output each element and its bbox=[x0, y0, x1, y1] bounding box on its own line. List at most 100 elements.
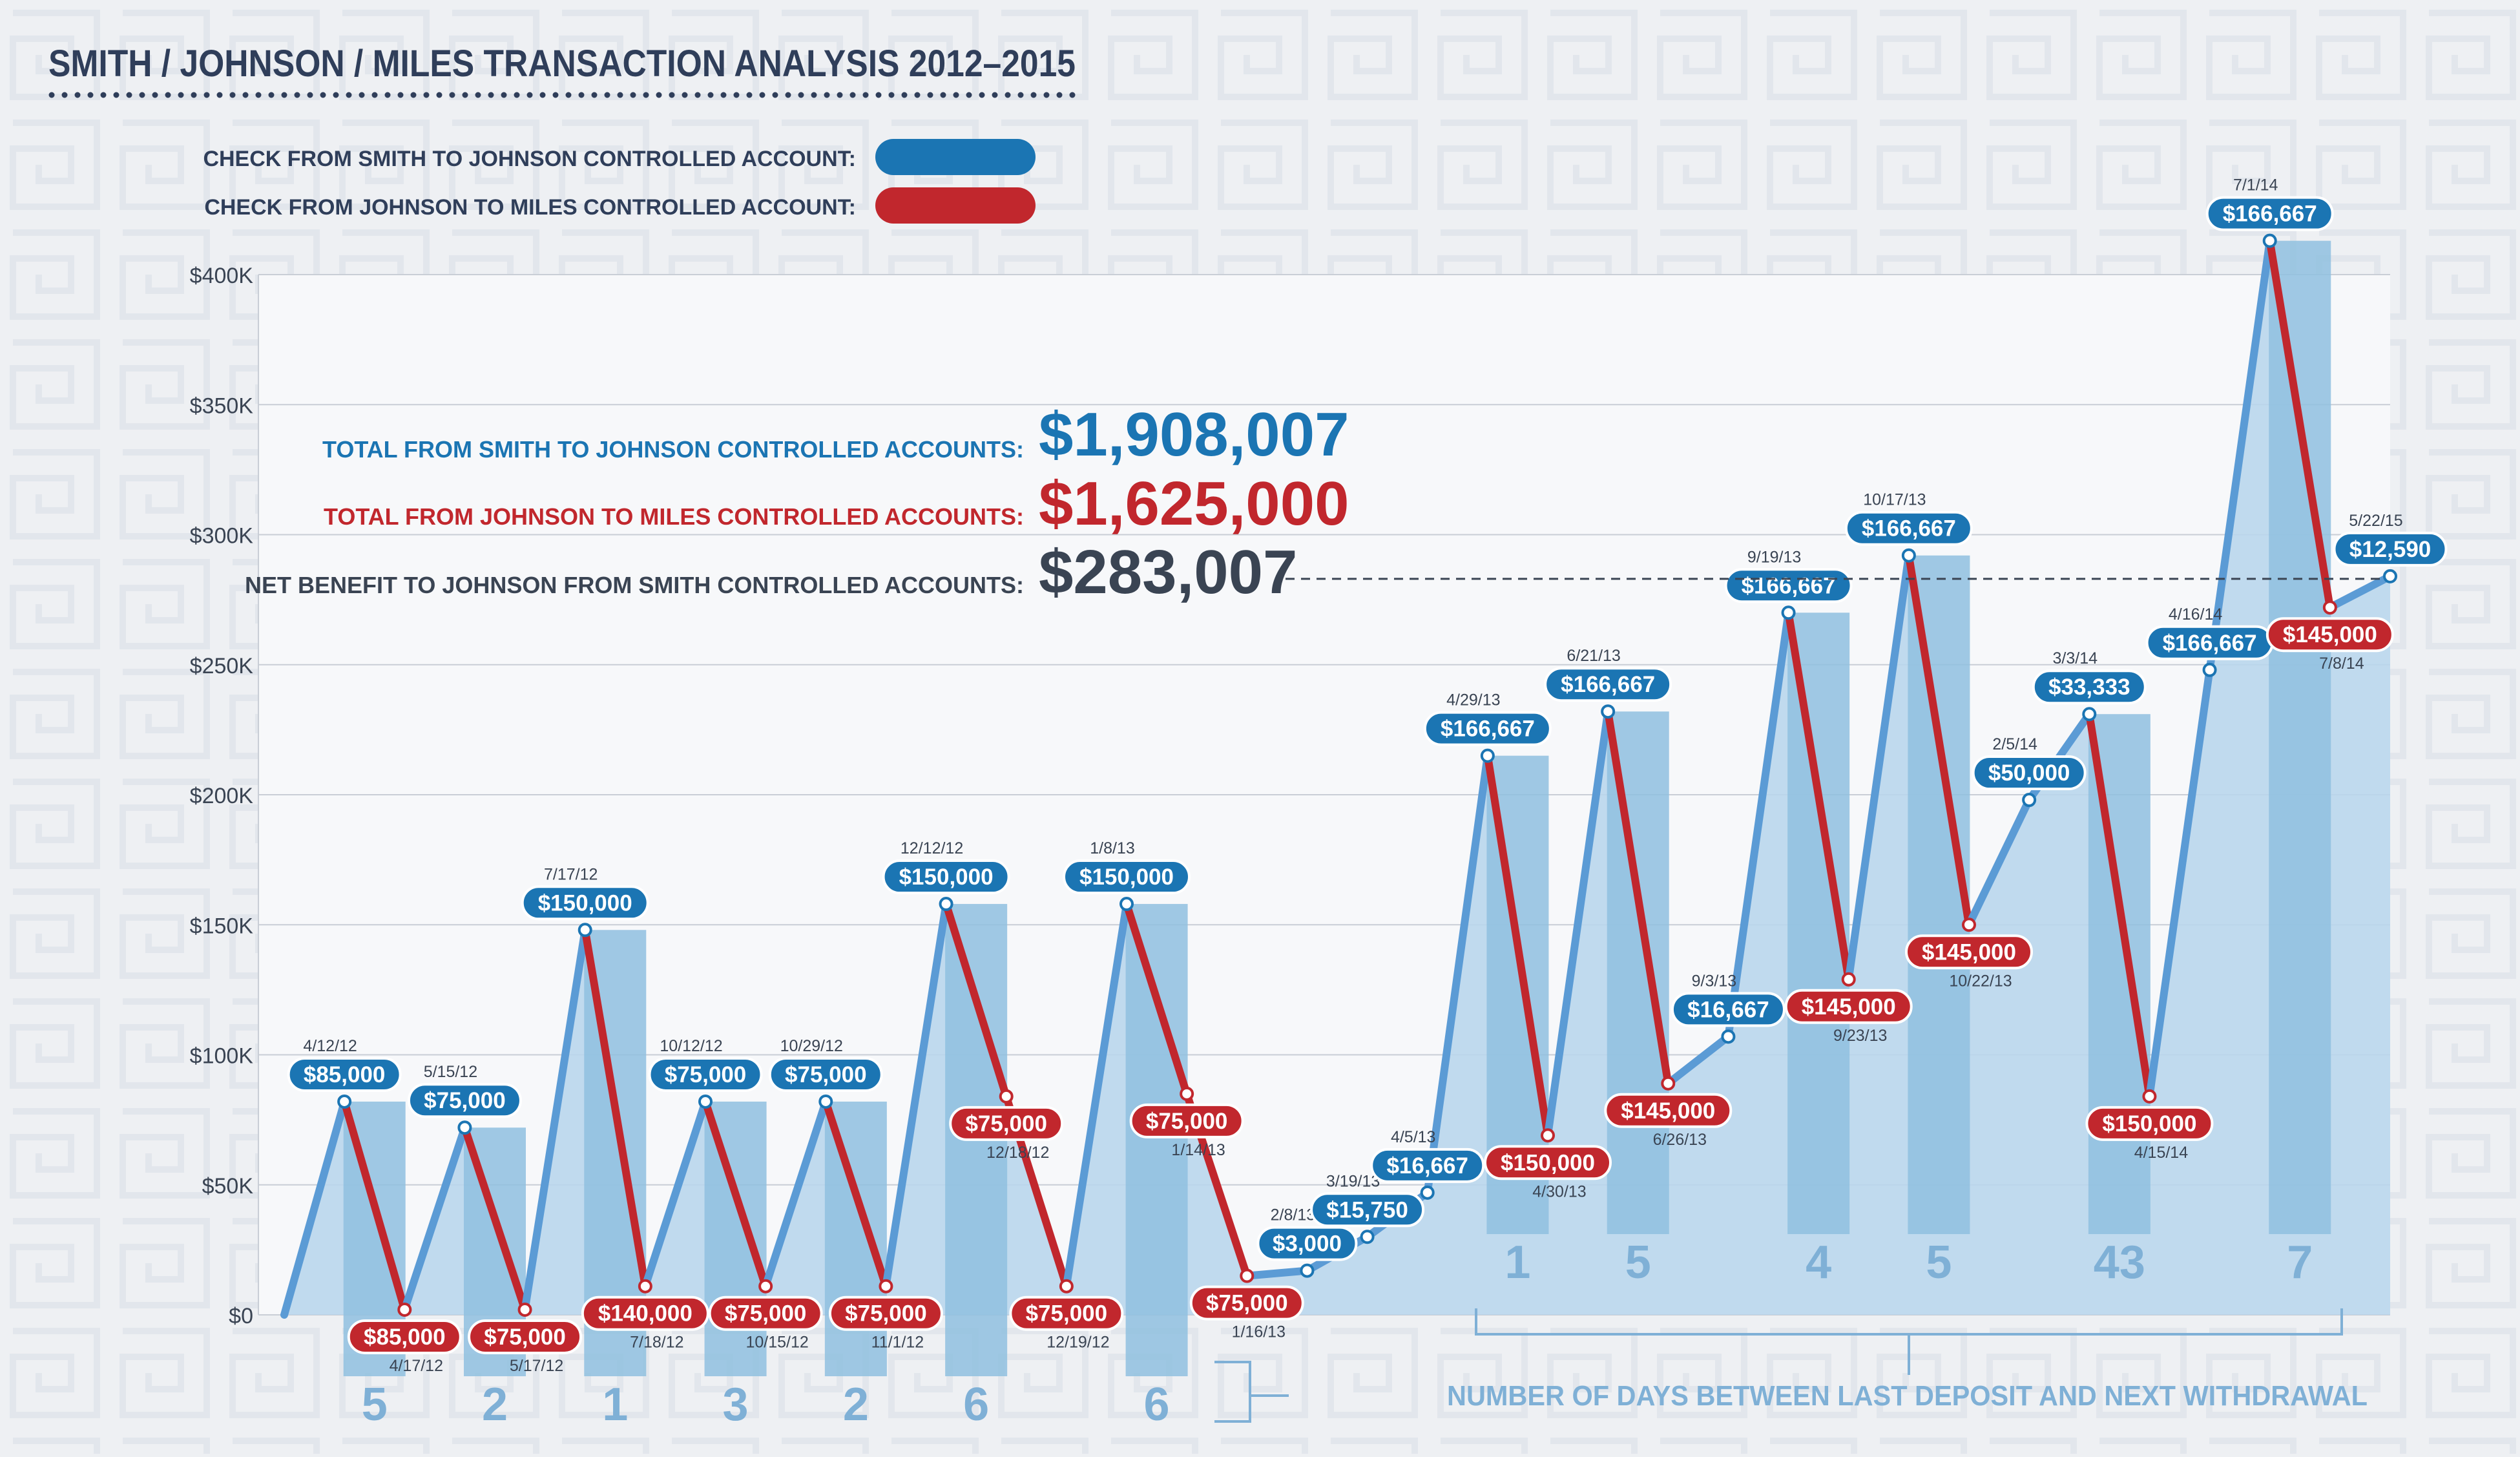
amount-pill bbox=[1724, 568, 1853, 603]
amount-text: $166,667 bbox=[1441, 717, 1535, 742]
deposit-amount-label: $166,667 bbox=[2205, 196, 2334, 231]
y-tick-label: $400K bbox=[190, 264, 254, 288]
days-number: 43 bbox=[2094, 1237, 2145, 1288]
withdrawal-amount-label: $75,000 bbox=[468, 1319, 583, 1354]
amount-text: $85,000 bbox=[304, 1062, 386, 1087]
withdrawal-marker bbox=[1240, 1268, 1255, 1283]
withdrawal-marker bbox=[1059, 1279, 1074, 1294]
deposit-marker bbox=[1721, 1029, 1736, 1044]
amount-text: $16,667 bbox=[1386, 1153, 1468, 1179]
withdrawal-date: 7/18/12 bbox=[630, 1334, 683, 1352]
amount-text: $75,000 bbox=[785, 1062, 867, 1087]
amount-pill bbox=[1370, 1148, 1485, 1183]
amount-text: $166,667 bbox=[1742, 573, 1836, 598]
deposit-date: 2/5/14 bbox=[1992, 735, 2037, 753]
deposit-segment bbox=[401, 1124, 469, 1314]
amount-text: $75,000 bbox=[665, 1062, 747, 1087]
amount-text: $166,667 bbox=[1862, 516, 1956, 541]
withdrawal-amount-label: $85,000 bbox=[347, 1319, 462, 1354]
amount-pill bbox=[1063, 859, 1191, 895]
deposit-segment bbox=[1965, 796, 2034, 929]
deposit-amount-label: $166,667 bbox=[1544, 667, 1672, 702]
deposit-segment bbox=[641, 1097, 709, 1290]
deposit-marker bbox=[698, 1094, 713, 1109]
days-numbers: 5 2 1 3 2 6 6 1 5 4 5 43 7 bbox=[362, 1237, 2313, 1431]
withdrawal-marker bbox=[1962, 917, 1976, 932]
y-axis: $0 $50K $100K $150K $200K $250K $300K $350K $400… bbox=[190, 264, 259, 1328]
chart-title: SMITH / JOHNSON / MILES TRANSACTION ANAL… bbox=[48, 43, 1076, 85]
amount-pill bbox=[1310, 1192, 1425, 1228]
amount-pill bbox=[1671, 992, 1786, 1027]
amount-pill bbox=[1604, 1093, 1733, 1128]
deposit-segment bbox=[521, 926, 589, 1314]
deposit-segment bbox=[1243, 1266, 1311, 1280]
amount-text: $166,667 bbox=[2223, 202, 2317, 227]
deposit-segment bbox=[1544, 708, 1612, 1140]
deposit-segment bbox=[2205, 236, 2274, 674]
deposit-amount-label: $150,000 bbox=[882, 859, 1010, 895]
days-number: 5 bbox=[1926, 1237, 1952, 1288]
deposit-marker bbox=[2202, 662, 2217, 677]
days-caption: NUMBER OF DAYS BETWEEN LAST DEPOSIT AND … bbox=[1447, 1380, 2368, 1412]
deposit-segment bbox=[1844, 551, 1913, 983]
withdrawal-segment bbox=[702, 1097, 770, 1290]
legend-blue-label: CHECK FROM SMITH TO JOHNSON CONTROLLED A… bbox=[203, 147, 856, 171]
amount-pill bbox=[1905, 934, 2033, 970]
withdrawal-amount-label: $75,000 bbox=[1129, 1103, 1244, 1138]
total-miles-label: TOTAL FROM JOHNSON TO MILES CONTROLLED A… bbox=[324, 503, 1024, 530]
total-smith-label: TOTAL FROM SMITH TO JOHNSON CONTROLLED A… bbox=[322, 436, 1024, 463]
days-bracket-left bbox=[1214, 1361, 1289, 1423]
withdrawal-segment bbox=[340, 1097, 409, 1314]
y-tick-label: $350K bbox=[190, 393, 254, 418]
deposit-amount-label: $75,000 bbox=[407, 1083, 522, 1118]
deposit-marker bbox=[1300, 1263, 1315, 1278]
deposit-amount-label: $3,000 bbox=[1256, 1226, 1358, 1261]
amount-pill bbox=[347, 1319, 462, 1354]
days-number: 5 bbox=[1625, 1237, 1651, 1288]
withdrawal-date: 10/15/12 bbox=[745, 1334, 808, 1352]
amount-text: $75,000 bbox=[484, 1325, 566, 1350]
withdrawal-segment bbox=[461, 1124, 529, 1314]
withdrawal-date: 5/17/12 bbox=[510, 1357, 563, 1375]
amount-text: $75,000 bbox=[1026, 1301, 1108, 1326]
days-bar bbox=[1908, 555, 1970, 1235]
withdrawal-amount-label: $150,000 bbox=[1484, 1145, 1612, 1180]
withdrawal-date: 4/30/13 bbox=[1532, 1182, 1586, 1200]
amount-text: $75,000 bbox=[1146, 1109, 1228, 1134]
days-number: 4 bbox=[1806, 1237, 1831, 1288]
deposit-marker bbox=[1601, 704, 1616, 719]
withdrawal-date: 7/8/14 bbox=[2319, 655, 2364, 673]
withdrawal-amount-label: $145,000 bbox=[2265, 617, 2394, 653]
withdrawal-segment bbox=[1904, 551, 1973, 929]
deposit-date: 4/29/13 bbox=[1446, 691, 1500, 709]
deposit-date: 4/16/14 bbox=[2169, 605, 2223, 624]
deposit-marker bbox=[337, 1094, 352, 1109]
deposit-amount-label: $75,000 bbox=[648, 1056, 763, 1092]
withdrawal-segment bbox=[2085, 710, 2154, 1100]
days-bar bbox=[2269, 240, 2331, 1234]
amount-labels: $85,000 4/12/12 $85,000 4/17/12 $75,000 5/15/… bbox=[287, 176, 2448, 1375]
days-number: 2 bbox=[843, 1379, 869, 1431]
amount-text: $145,000 bbox=[1922, 939, 2016, 965]
amount-pill bbox=[1189, 1285, 1304, 1321]
deposit-date: 7/17/12 bbox=[544, 865, 598, 883]
amount-text: $33,333 bbox=[2048, 675, 2130, 700]
deposit-amount-label: $50,000 bbox=[1972, 755, 2087, 791]
deposit-date: 10/12/12 bbox=[660, 1037, 722, 1055]
amount-text: $16,667 bbox=[1687, 997, 1769, 1022]
amount-text: $75,000 bbox=[725, 1301, 807, 1326]
net-benefit-label: NET BENEFIT TO JOHNSON FROM SMITH CONTRO… bbox=[245, 572, 1024, 598]
amount-text: $50,000 bbox=[1988, 760, 2070, 786]
withdrawal-marker bbox=[1841, 972, 1856, 987]
amount-pill bbox=[1009, 1295, 1124, 1331]
y-tick-label: $100K bbox=[190, 1044, 254, 1069]
point-markers bbox=[337, 233, 2397, 1317]
deposit-segment bbox=[1423, 751, 1492, 1197]
amount-pill bbox=[468, 1319, 583, 1354]
withdrawal-segment bbox=[1483, 751, 1552, 1140]
withdrawal-marker bbox=[1541, 1128, 1555, 1143]
deposit-amount-label: $150,000 bbox=[1063, 859, 1191, 895]
withdrawal-date: 11/1/12 bbox=[871, 1334, 924, 1352]
